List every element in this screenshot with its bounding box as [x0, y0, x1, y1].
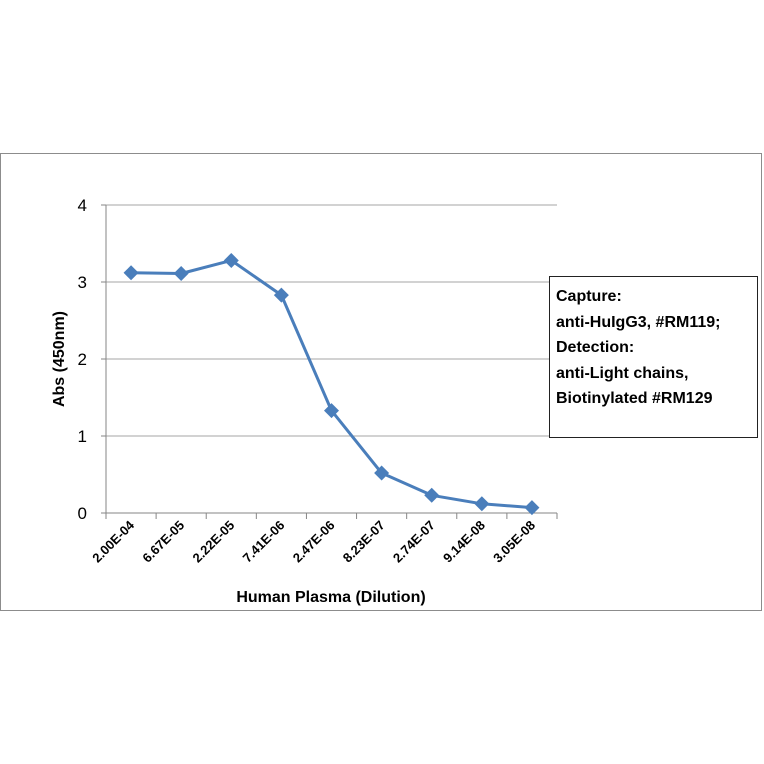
- x-tick-label: 2.74E-07: [390, 518, 438, 566]
- x-tick-label: 2.22E-05: [189, 518, 237, 566]
- data-point: [173, 266, 189, 282]
- annotation-line: anti-HuIgG3, #RM119;: [556, 313, 721, 331]
- data-point: [223, 252, 239, 268]
- x-tick-labels: 2.00E-04 6.67E-05 2.22E-05 7.41E-06 2.47E-06…: [89, 517, 538, 565]
- x-tick-label: 8.23E-07: [340, 518, 388, 566]
- annotation-line: Detection:: [556, 339, 635, 356]
- data-point: [524, 500, 540, 516]
- x-tick-label: 9.14E-08: [440, 518, 488, 566]
- y-axis-title: Abs (450nm): [51, 311, 68, 407]
- y-tick-label: 2: [78, 350, 87, 369]
- y-tick-label: 1: [78, 427, 87, 446]
- x-tick-label: 6.67E-05: [139, 518, 187, 566]
- annotation-line: anti-Light chains,: [556, 364, 689, 382]
- annotation-line: Capture:: [556, 288, 622, 305]
- data-point: [424, 487, 440, 503]
- y-tick-label: 3: [78, 273, 87, 292]
- annotation-line: Biotinylated #RM129: [556, 390, 713, 407]
- data-point: [474, 496, 490, 512]
- gridlines: [106, 204, 557, 437]
- annotation-box: Capture: anti-HuIgG3, #RM119; Detection:…: [549, 276, 758, 438]
- x-tick-label: 3.05E-08: [490, 518, 538, 566]
- x-tick-label: 2.00E-04: [89, 517, 137, 565]
- x-tick-label: 2.47E-06: [290, 518, 338, 566]
- axes: [101, 204, 558, 519]
- y-tick-label: 4: [78, 196, 87, 215]
- data-point: [374, 465, 390, 481]
- x-tick-label: 7.41E-06: [240, 518, 288, 566]
- data-series: [123, 252, 540, 516]
- data-point: [273, 287, 289, 303]
- y-tick-labels: 0 1 2 3 4: [78, 196, 87, 523]
- data-point: [123, 265, 139, 281]
- series-line: [131, 258, 533, 510]
- x-axis-title: Human Plasma (Dilution): [236, 589, 425, 606]
- data-point: [324, 403, 339, 419]
- y-tick-label: 0: [78, 504, 87, 523]
